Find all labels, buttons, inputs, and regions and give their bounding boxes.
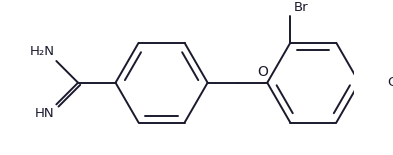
Text: H₂N: H₂N — [29, 45, 55, 58]
Text: Cl: Cl — [387, 76, 393, 89]
Text: Br: Br — [294, 1, 309, 14]
Text: HN: HN — [35, 107, 55, 120]
Text: O: O — [257, 65, 268, 79]
